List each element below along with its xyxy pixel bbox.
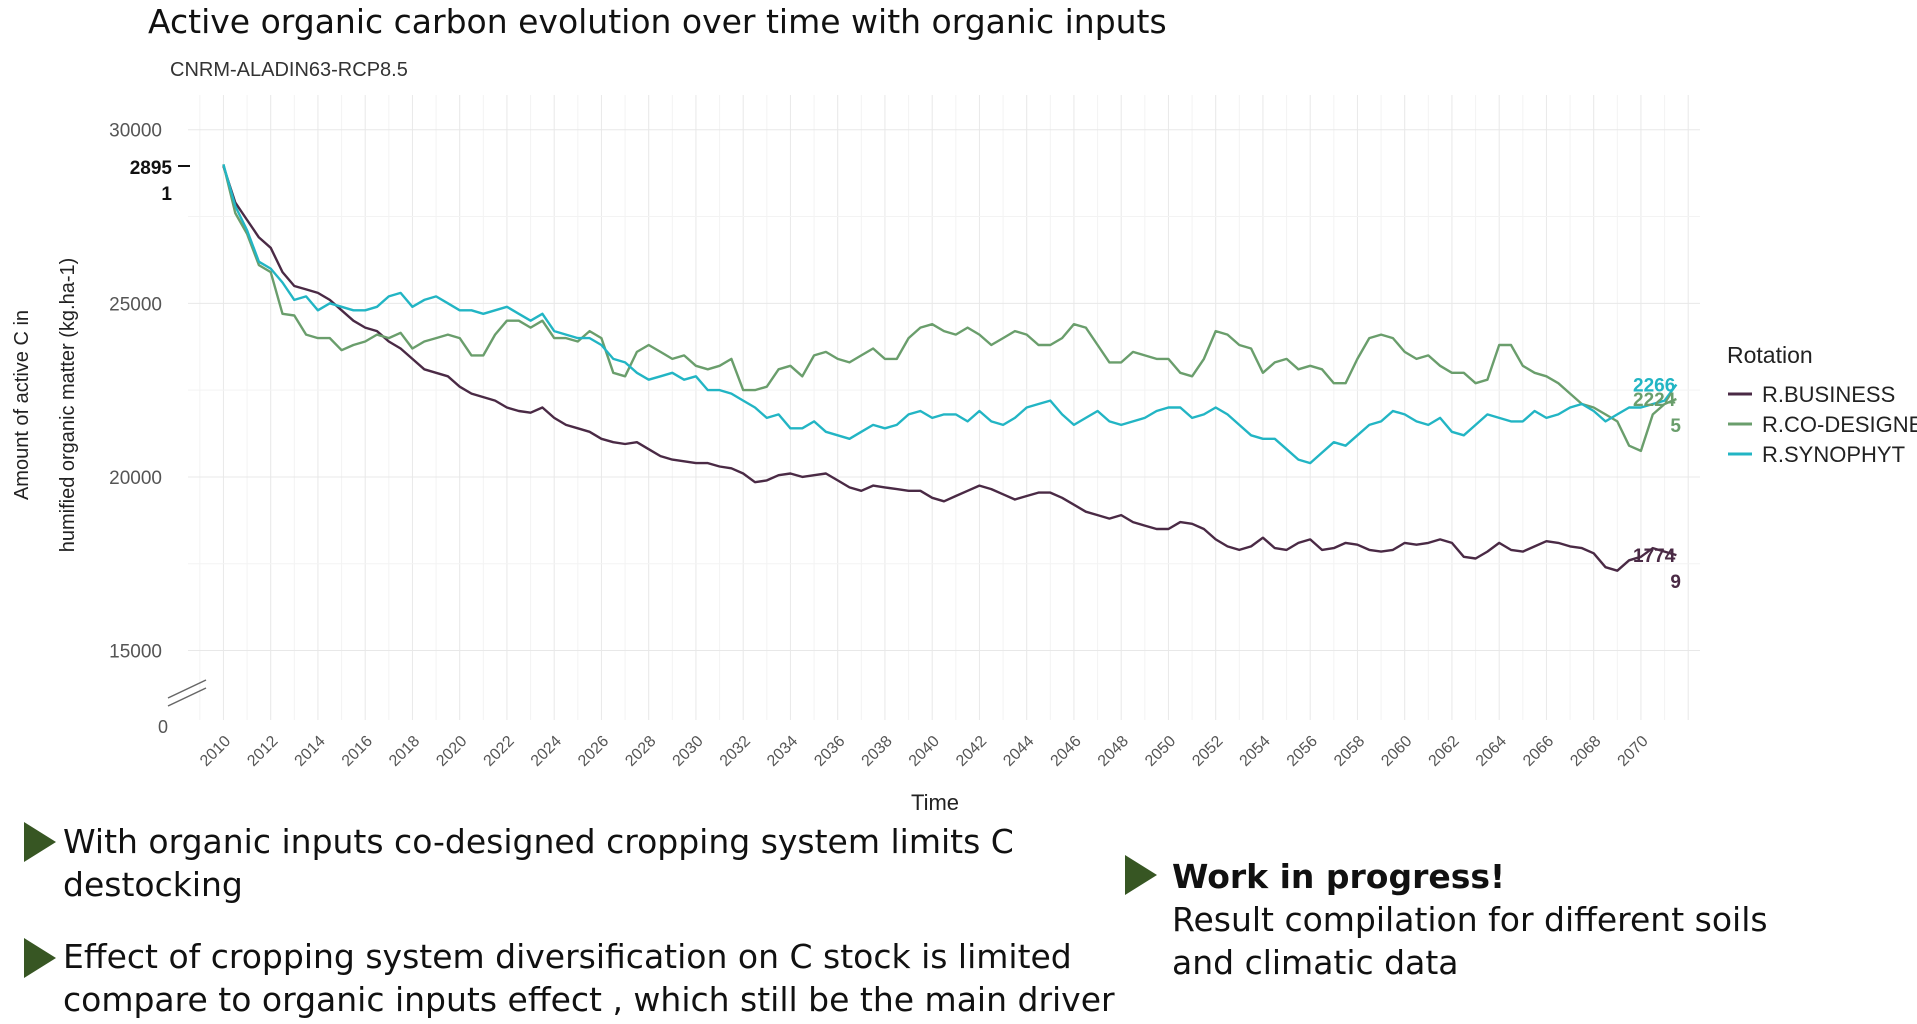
- x-tick-label: 2014: [292, 733, 329, 770]
- x-tick-label: 2064: [1473, 733, 1510, 770]
- bullet-2-line2: compare to organic inputs effect , which…: [63, 980, 1115, 1019]
- x-tick-label: 2062: [1426, 733, 1463, 770]
- x-tick-label: 2016: [339, 733, 376, 770]
- bullet-1-line2: destocking: [63, 865, 243, 904]
- x-tick-label: 2044: [1000, 733, 1037, 770]
- legend-label: R.SYNOPHYT: [1762, 442, 1905, 467]
- x-tick-label: 2022: [481, 733, 518, 770]
- start-label-line1: 2895: [130, 158, 173, 179]
- x-tick-label: 2056: [1284, 733, 1321, 770]
- x-tick-label: 2032: [717, 733, 754, 770]
- bullet-2: Effect of cropping system diversificatio…: [63, 935, 1115, 1021]
- x-tick-label: 2034: [764, 733, 801, 770]
- x-tick-label: 2046: [1048, 733, 1085, 770]
- end-label-line2: 5: [1670, 416, 1681, 437]
- bullet-1: With organic inputs co-designed cropping…: [63, 820, 1014, 906]
- y-axis-label-line1: Amount of active C in: [11, 310, 33, 500]
- chart-svg: CNRM-ALADIN63-RCP8.5 30000 25000 20000 1500…: [11, 59, 1917, 815]
- x-tick-label: 2050: [1142, 733, 1179, 770]
- series-lines: [222, 164, 1678, 572]
- bullet-3-line2: and climatic data: [1172, 943, 1459, 982]
- bullet-3: Work in progress! Result compilation for…: [1172, 855, 1768, 984]
- end-label-line2: 9: [1670, 572, 1681, 593]
- bullet-3-bold: Work in progress!: [1172, 857, 1506, 896]
- y-tick-label: 20000: [109, 468, 162, 489]
- x-tick-label: 2030: [670, 733, 707, 770]
- x-tick-label: 2020: [433, 733, 470, 770]
- x-tick-label: 2026: [575, 733, 612, 770]
- y-axis-label: Amount of active C in humified organic m…: [11, 258, 79, 553]
- bullet-arrow-icon: [24, 822, 56, 862]
- grid: [188, 95, 1700, 720]
- x-tick-label: 2036: [811, 733, 848, 770]
- x-axis-label: Time: [911, 790, 959, 815]
- end-label: 2224: [1633, 390, 1676, 411]
- x-tick-label: 2048: [1095, 733, 1132, 770]
- x-tick-label: 2068: [1567, 733, 1604, 770]
- y-tick-label: 30000: [109, 121, 162, 142]
- line-chart: CNRM-ALADIN63-RCP8.5 30000 25000 20000 1500…: [11, 59, 1917, 815]
- x-tick-label: 2052: [1189, 733, 1226, 770]
- series-line-r-business: [222, 165, 1677, 572]
- bullet-arrow-icon: [1125, 855, 1157, 895]
- legend-title: Rotation: [1727, 342, 1813, 368]
- legend-label: R.CO-DESIGNED: [1762, 412, 1917, 437]
- legend: Rotation R.BUSINESS R.CO-DESIGNED R.SYNOPH…: [1727, 342, 1917, 467]
- x-axis: 2010 2012 2014 2016 2018 2020 2022 2024 2026 2028…: [197, 733, 1652, 770]
- series-line-r-co-designed: [222, 164, 1677, 453]
- end-labels: 1774 9 2224 5 2266: [1633, 376, 1681, 594]
- x-tick-label: 2042: [953, 733, 990, 770]
- x-tick-label: 2010: [197, 733, 234, 770]
- y-axis: 30000 25000 20000 15000: [109, 121, 162, 663]
- x-tick-label: 2028: [622, 733, 659, 770]
- bullet-1-line1: With organic inputs co-designed cropping…: [63, 822, 1014, 861]
- chart-subtitle: CNRM-ALADIN63-RCP8.5: [170, 59, 408, 81]
- x-tick-label: 2040: [906, 733, 943, 770]
- start-label: 2895 1: [130, 158, 190, 205]
- x-tick-label: 2058: [1331, 733, 1368, 770]
- end-label: 2266: [1633, 376, 1675, 397]
- bullet-2-line1: Effect of cropping system diversificatio…: [63, 937, 1072, 976]
- x-tick-label: 2024: [528, 733, 565, 770]
- y-tick-label: 25000: [109, 294, 162, 315]
- page-title: Active organic carbon evolution over tim…: [148, 2, 1167, 41]
- legend-label: R.BUSINESS: [1762, 382, 1895, 407]
- bullet-arrow-icon: [24, 938, 56, 978]
- x-tick-label: 2012: [244, 733, 281, 770]
- end-label: 1774: [1633, 546, 1676, 567]
- x-tick-label: 2066: [1520, 733, 1557, 770]
- axis-break-icon: [167, 679, 207, 707]
- x-tick-label: 2060: [1378, 733, 1415, 770]
- legend-items: R.BUSINESS R.CO-DESIGNED R.SYNOPHYT: [1728, 382, 1917, 467]
- y-axis-label-line2: humified organic matter (kg.ha-1): [57, 258, 79, 553]
- x-tick-label: 2038: [859, 733, 896, 770]
- x-tick-label: 2070: [1615, 733, 1652, 770]
- y-zero-label: 0: [158, 717, 168, 737]
- start-label-line2: 1: [161, 184, 172, 205]
- bullet-3-line1: Result compilation for different soils: [1172, 900, 1768, 939]
- series-line-r-synophyt: [222, 164, 1678, 465]
- y-tick-label: 15000: [109, 642, 162, 663]
- x-tick-label: 2018: [386, 733, 423, 770]
- x-tick-label: 2054: [1237, 733, 1274, 770]
